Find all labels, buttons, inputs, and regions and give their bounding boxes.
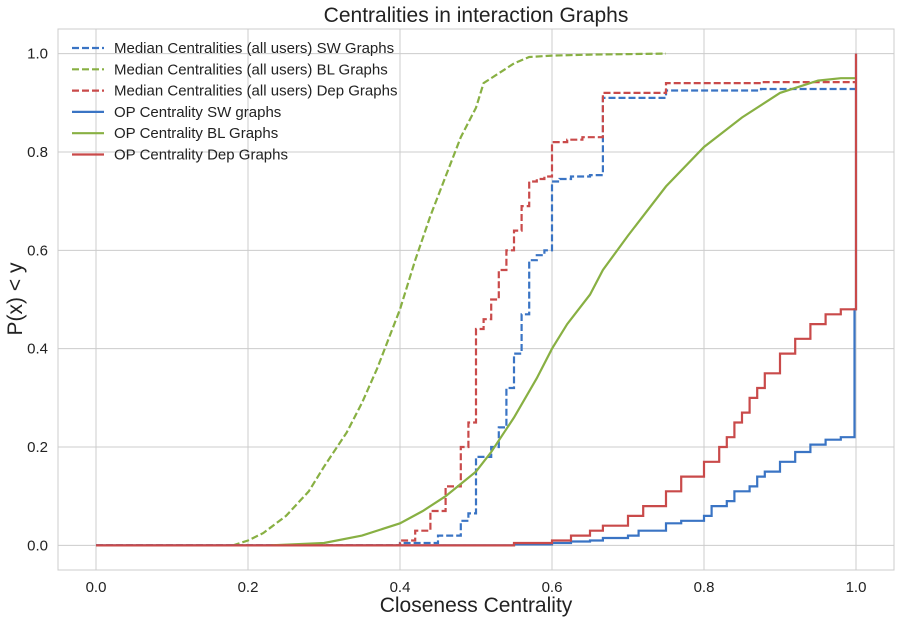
x-tick-label: 1.0 (846, 579, 867, 596)
y-tick-label: 0.2 (27, 439, 48, 456)
series-line-4 (270, 77, 856, 547)
legend-entry-2: Median Centralities (all users) Dep Grap… (114, 83, 397, 100)
series-line-2 (96, 81, 856, 547)
y-tick-label: 0.6 (27, 242, 48, 259)
legend-entry-3: OP Centrality SW graphs (114, 104, 281, 121)
x-tick-label: 0.8 (694, 579, 715, 596)
x-tick-label: 0.2 (238, 579, 259, 596)
legend-entry-4: OP Centrality BL Graphs (114, 125, 278, 142)
legend-entry-0: Median Centralities (all users) SW Graph… (114, 40, 394, 57)
x-tick-label: 0.4 (390, 579, 411, 596)
series-line-1 (232, 52, 667, 547)
legend-entry-5: OP Centrality Dep Graphs (114, 147, 288, 164)
y-tick-label: 0.0 (27, 537, 48, 554)
plot-frame (57, 28, 895, 571)
y-axis-ticks: 0.0 0.2 0.4 0.6 0.8 1.0 (27, 46, 48, 555)
y-tick-label: 0.4 (27, 341, 48, 358)
legend-entry-1: Median Centralities (all users) BL Graph… (114, 61, 388, 78)
y-axis-label: P(x) < y (4, 262, 27, 335)
legend: Median Centralities (all users) SW Graph… (72, 40, 397, 164)
series-lines (96, 52, 858, 547)
x-axis-label: Closeness Centrality (380, 594, 573, 617)
chart-title: Centralities in interaction Graphs (324, 4, 629, 27)
y-tick-label: 0.8 (27, 144, 48, 161)
x-tick-label: 0.6 (542, 579, 563, 596)
series-line-0 (96, 87, 856, 547)
series-line-3 (96, 53, 858, 547)
x-axis-ticks: 0.0 0.2 0.4 0.6 0.8 1.0 (86, 579, 867, 596)
y-tick-label: 1.0 (27, 46, 48, 63)
x-tick-label: 0.0 (86, 579, 107, 596)
series-line-5 (96, 53, 858, 547)
